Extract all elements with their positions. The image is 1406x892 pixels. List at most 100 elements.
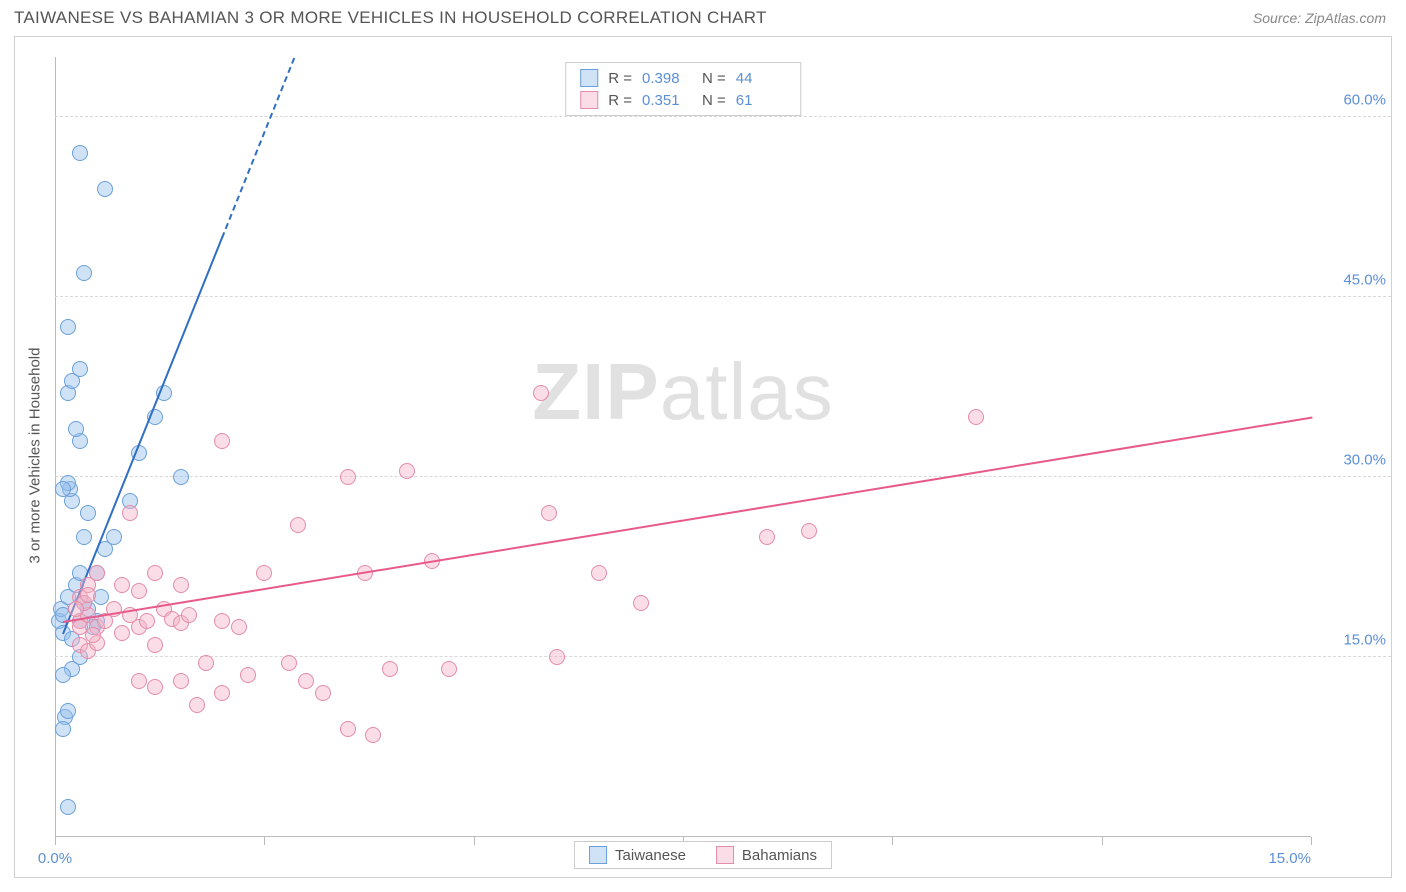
data-point <box>298 673 314 689</box>
gridline <box>55 296 1391 297</box>
data-point <box>114 625 130 641</box>
trend-line <box>63 416 1313 622</box>
x-tick <box>264 837 265 845</box>
legend-swatch <box>580 91 598 109</box>
legend-label: Bahamians <box>742 847 817 864</box>
x-tick <box>892 837 893 845</box>
data-point <box>147 679 163 695</box>
r-value: 0.351 <box>642 92 692 109</box>
data-point <box>131 673 147 689</box>
correlation-row: R = 0.398 N = 44 <box>580 67 786 89</box>
x-tick-label: 0.0% <box>38 850 72 867</box>
data-point <box>80 587 96 603</box>
plot-area: 3 or more Vehicles in Household ZIPatlas… <box>55 57 1311 837</box>
data-point <box>106 529 122 545</box>
data-point <box>147 637 163 653</box>
n-value: 61 <box>736 92 786 109</box>
data-point <box>214 685 230 701</box>
data-point <box>173 673 189 689</box>
data-point <box>365 727 381 743</box>
data-point <box>89 565 105 581</box>
data-point <box>231 619 247 635</box>
data-point <box>181 607 197 623</box>
data-point <box>533 385 549 401</box>
data-point <box>214 433 230 449</box>
data-point <box>340 469 356 485</box>
data-point <box>173 577 189 593</box>
gridline <box>55 656 1391 657</box>
data-point <box>240 667 256 683</box>
y-tick-label: 60.0% <box>1343 92 1386 109</box>
r-label: R = <box>608 70 632 87</box>
data-point <box>549 649 565 665</box>
data-point <box>60 703 76 719</box>
data-point <box>76 265 92 281</box>
y-tick-label: 45.0% <box>1343 272 1386 289</box>
data-point <box>591 565 607 581</box>
data-point <box>759 529 775 545</box>
data-point <box>80 505 96 521</box>
x-tick <box>1311 837 1312 845</box>
chart-title: TAIWANESE VS BAHAMIAN 3 OR MORE VEHICLES… <box>14 8 767 28</box>
legend-item: Bahamians <box>716 846 817 864</box>
data-point <box>315 685 331 701</box>
legend-item: Taiwanese <box>589 846 686 864</box>
chart-container: 3 or more Vehicles in Household ZIPatlas… <box>14 36 1392 878</box>
data-point <box>256 565 272 581</box>
r-value: 0.398 <box>642 70 692 87</box>
series-legend: Taiwanese Bahamians <box>574 841 832 869</box>
data-point <box>198 655 214 671</box>
y-axis-line <box>55 57 56 837</box>
data-point <box>72 145 88 161</box>
source-attribution: Source: ZipAtlas.com <box>1253 10 1386 26</box>
n-label: N = <box>702 92 726 109</box>
data-point <box>97 181 113 197</box>
data-point <box>139 613 155 629</box>
data-point <box>72 361 88 377</box>
data-point <box>968 409 984 425</box>
y-tick-label: 15.0% <box>1343 632 1386 649</box>
n-label: N = <box>702 70 726 87</box>
data-point <box>68 421 84 437</box>
watermark: ZIPatlas <box>532 346 833 438</box>
chart-header: TAIWANESE VS BAHAMIAN 3 OR MORE VEHICLES… <box>0 0 1406 32</box>
legend-swatch <box>716 846 734 864</box>
n-value: 44 <box>736 70 786 87</box>
data-point <box>382 661 398 677</box>
data-point <box>147 565 163 581</box>
legend-swatch <box>589 846 607 864</box>
correlation-legend: R = 0.398 N = 44 R = 0.351 N = 61 <box>565 62 801 116</box>
data-point <box>441 661 457 677</box>
legend-label: Taiwanese <box>615 847 686 864</box>
x-tick <box>55 837 56 845</box>
data-point <box>85 627 101 643</box>
data-point <box>122 505 138 521</box>
gridline <box>55 476 1391 477</box>
data-point <box>541 505 557 521</box>
x-tick <box>474 837 475 845</box>
data-point <box>214 613 230 629</box>
trend-line-extrapolation <box>222 57 296 238</box>
x-tick-label: 15.0% <box>1268 850 1311 867</box>
data-point <box>55 721 71 737</box>
legend-swatch <box>580 69 598 87</box>
data-point <box>290 517 306 533</box>
data-point <box>131 583 147 599</box>
data-point <box>68 601 84 617</box>
correlation-row: R = 0.351 N = 61 <box>580 89 786 111</box>
gridline <box>55 116 1391 117</box>
data-point <box>114 577 130 593</box>
data-point <box>281 655 297 671</box>
data-point <box>633 595 649 611</box>
data-point <box>189 697 205 713</box>
y-tick-label: 30.0% <box>1343 452 1386 469</box>
r-label: R = <box>608 92 632 109</box>
x-tick <box>1102 837 1103 845</box>
data-point <box>60 319 76 335</box>
data-point <box>60 799 76 815</box>
data-point <box>55 667 71 683</box>
data-point <box>173 469 189 485</box>
data-point <box>76 529 92 545</box>
data-point <box>399 463 415 479</box>
data-point <box>55 481 71 497</box>
